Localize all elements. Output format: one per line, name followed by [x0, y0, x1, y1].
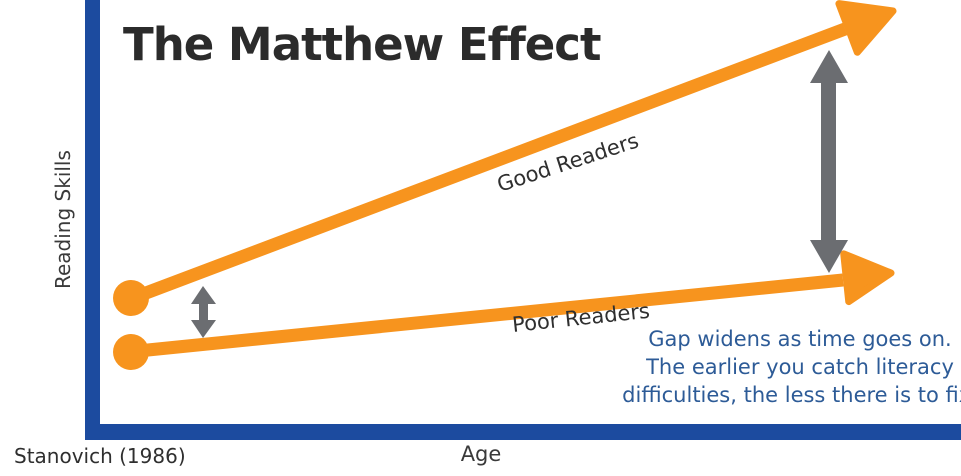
poor-readers-series: [113, 250, 895, 370]
poor-readers-line: [137, 273, 844, 358]
y-axis: [85, 0, 100, 440]
poor-readers-arrowhead-icon: [840, 250, 895, 306]
good-readers-series: [113, 0, 897, 316]
gap-annotation-line3: difficulties, the less there is to fix.: [622, 383, 961, 407]
x-axis: [85, 424, 961, 440]
x-axis-label: Age: [461, 442, 502, 466]
attribution-label: Stanovich (1986): [14, 444, 186, 468]
good-readers-line: [135, 22, 848, 303]
good-readers-arrowhead-icon: [835, 0, 897, 56]
gap-arrow-large-icon: [810, 50, 848, 273]
gap-arrow-small-icon: [191, 286, 216, 338]
y-axis-label: Reading Skills: [51, 150, 75, 289]
gap-annotation-line1: Gap widens as time goes on.: [648, 327, 952, 351]
gap-annotation: Gap widens as time goes on. The earlier …: [622, 327, 961, 407]
chart-title: The Matthew Effect: [123, 18, 601, 71]
gap-annotation-line2: The earlier you catch literacy: [645, 355, 954, 379]
good-readers-start-dot: [113, 280, 149, 316]
poor-readers-start-dot: [113, 334, 149, 370]
